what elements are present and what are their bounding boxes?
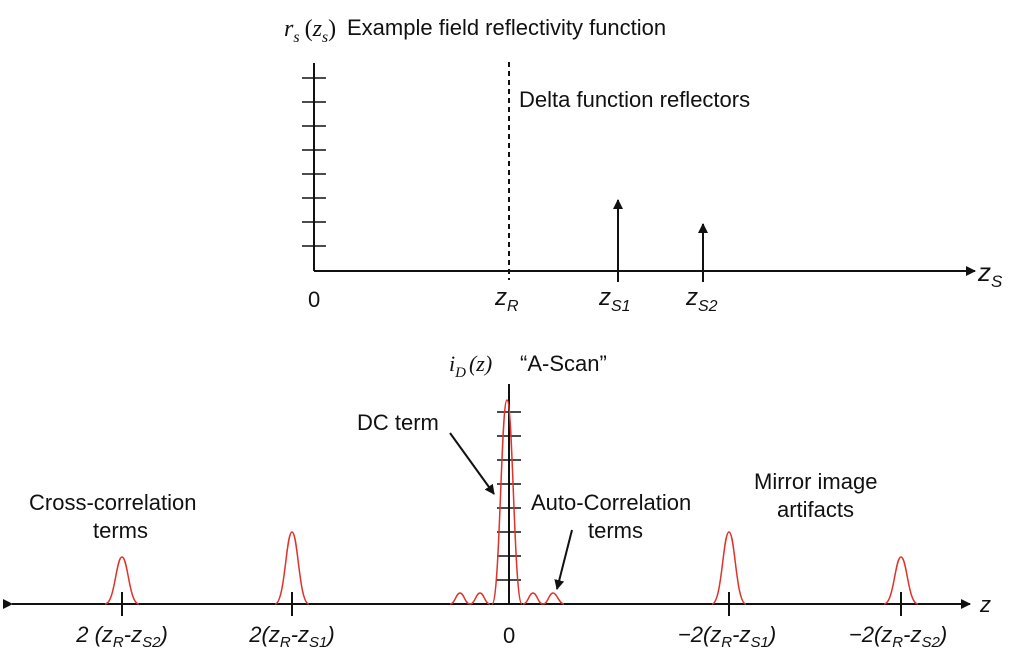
- auto-correlation-label-2: terms: [588, 518, 643, 543]
- auto-correlation-label-1: Auto-Correlation: [531, 490, 691, 515]
- cross-correlation-label-2: terms: [93, 518, 148, 543]
- bottom-tick-cross-s1: 2(zR-zS1): [248, 622, 334, 651]
- dc-term-label: DC term: [357, 410, 439, 435]
- bottom-x-axis-label: z: [979, 592, 991, 617]
- dc-term-peak: [491, 399, 523, 605]
- mirror-image-peak: [883, 556, 919, 605]
- cross-correlation-peak: [104, 556, 140, 605]
- top-tick-zs2: zS2: [685, 284, 718, 315]
- auto-correlation-ripples-left: [449, 592, 491, 605]
- auto-correlation-ripples-right: [522, 592, 565, 605]
- ascan-title: “A-Scan”: [520, 351, 607, 376]
- mirror-image-label-1: Mirror image: [754, 469, 877, 494]
- top-tick-zero: 0: [308, 287, 320, 312]
- dc-term-pointer: [449, 432, 495, 495]
- bottom-tick-mirror-s1: −2(zR-zS1): [678, 622, 776, 651]
- bottom-ylabel: iD (z): [449, 351, 492, 381]
- mirror-image-label-2: artifacts: [777, 497, 854, 522]
- top-y-ticks: [302, 77, 326, 247]
- top-tick-zr: zR: [494, 284, 519, 315]
- bottom-tick-mirror-s2: −2(zR-zS2): [849, 622, 947, 651]
- top-x-axis-label: zS: [977, 257, 1003, 291]
- top-title: Example field reflectivity function: [347, 15, 666, 40]
- bottom-panel: iD (z) “A-Scan” z DC term: [3, 351, 991, 651]
- top-tick-zs1: zS1: [598, 284, 631, 315]
- bottom-tick-zero: 0: [503, 623, 515, 648]
- mirror-image-peak: [711, 531, 747, 605]
- cross-correlation-peak: [274, 531, 310, 605]
- top-ylabel: rs (zs): [284, 16, 336, 46]
- delta-reflectors-label: Delta function reflectors: [519, 87, 750, 112]
- cross-correlation-label-1: Cross-correlation: [29, 490, 197, 515]
- auto-correlation-pointer: [554, 529, 573, 590]
- bottom-tick-cross-s2: 2 (zR-zS2): [75, 622, 168, 651]
- top-panel: rs (zs) Example field reflectivity functi…: [284, 15, 1003, 315]
